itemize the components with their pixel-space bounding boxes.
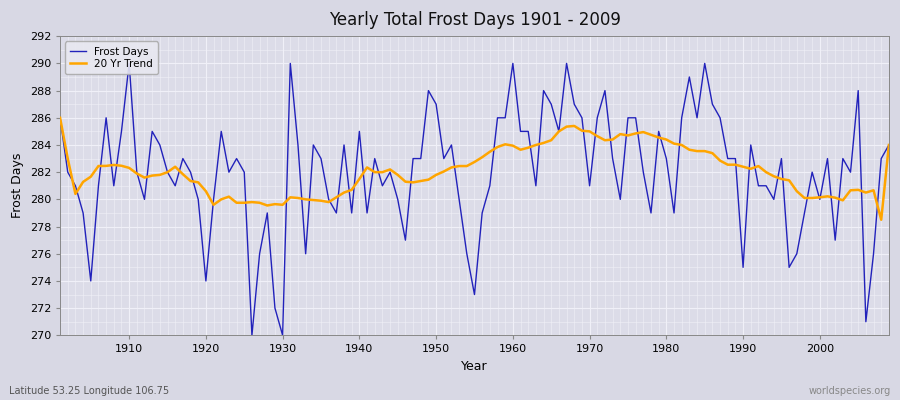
Frost Days: [515, 129, 526, 134]
Frost Days: [123, 61, 134, 66]
Frost Days: [55, 115, 66, 120]
Frost Days: [301, 251, 311, 256]
20 Yr Trend: [285, 195, 296, 200]
Text: worldspecies.org: worldspecies.org: [809, 386, 891, 396]
X-axis label: Year: Year: [461, 360, 488, 373]
20 Yr Trend: [55, 115, 66, 120]
20 Yr Trend: [116, 163, 127, 168]
Frost Days: [523, 129, 534, 134]
20 Yr Trend: [599, 138, 610, 143]
20 Yr Trend: [508, 143, 518, 148]
20 Yr Trend: [331, 195, 342, 200]
20 Yr Trend: [876, 217, 886, 222]
Frost Days: [884, 142, 895, 147]
Text: Latitude 53.25 Longitude 106.75: Latitude 53.25 Longitude 106.75: [9, 386, 169, 396]
Frost Days: [346, 210, 357, 215]
Frost Days: [615, 197, 626, 202]
Frost Days: [116, 129, 127, 134]
Title: Yearly Total Frost Days 1901 - 2009: Yearly Total Frost Days 1901 - 2009: [328, 11, 620, 29]
Frost Days: [247, 333, 257, 338]
Legend: Frost Days, 20 Yr Trend: Frost Days, 20 Yr Trend: [66, 42, 158, 74]
Line: 20 Yr Trend: 20 Yr Trend: [60, 118, 889, 220]
20 Yr Trend: [500, 142, 510, 147]
Line: Frost Days: Frost Days: [60, 64, 889, 335]
Y-axis label: Frost Days: Frost Days: [11, 153, 24, 218]
20 Yr Trend: [884, 142, 895, 147]
